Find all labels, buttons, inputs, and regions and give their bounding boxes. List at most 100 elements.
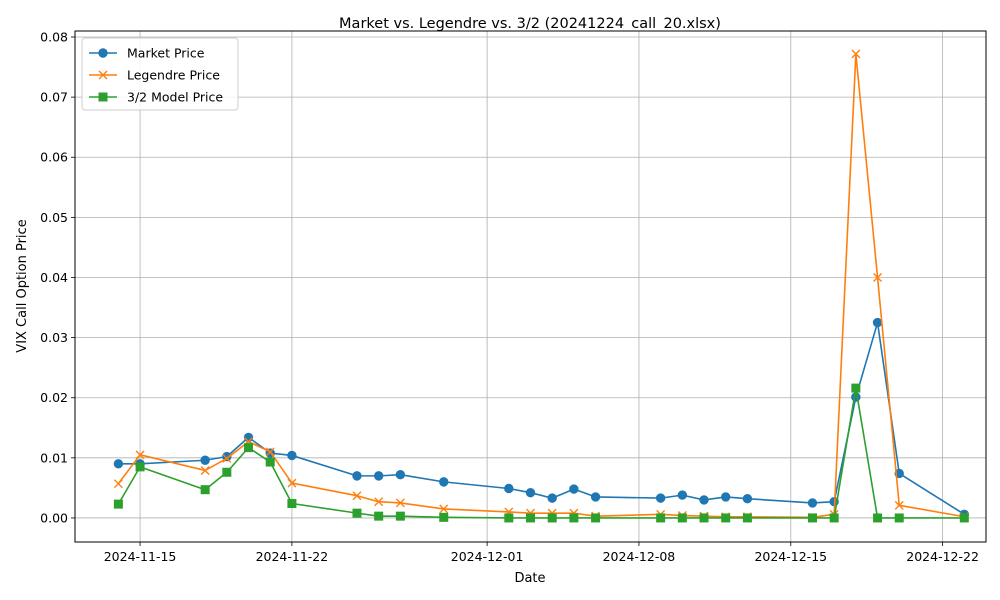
- plot-frame: [74, 30, 987, 543]
- y-tick-label: 0.02: [40, 390, 68, 405]
- x-tick-label: 2024-12-15: [754, 549, 827, 564]
- data-point: [699, 513, 709, 523]
- legend-box: [81, 37, 239, 111]
- x-axis-label: Date: [514, 571, 545, 586]
- data-point: [655, 493, 666, 503]
- x-tick-label: 2024-11-15: [104, 549, 177, 564]
- data-point: [569, 513, 579, 523]
- x-marker-stroke: [98, 70, 108, 80]
- y-tick-label: 0.01: [40, 450, 68, 465]
- data-point: [135, 462, 145, 472]
- series-0: [113, 317, 970, 520]
- legend-entry: Market Price: [89, 46, 205, 61]
- y-axis: 0.00 0.01 0.02 0.03 0.04 0.05 0.06 0.07 0.08: [40, 30, 75, 525]
- data-point: [807, 513, 817, 523]
- data-point: [504, 513, 514, 523]
- series-2: [113, 383, 969, 523]
- x-marker-stroke: [894, 500, 904, 510]
- data-point: [395, 469, 406, 480]
- series-layer: [113, 49, 970, 523]
- data-point: [352, 491, 362, 501]
- x-marker-stroke: [439, 504, 449, 514]
- data-point: [742, 494, 753, 504]
- data-point: [439, 512, 449, 522]
- y-tick-label: 0.06: [40, 150, 68, 165]
- data-point: [265, 447, 275, 457]
- data-point: [721, 513, 731, 523]
- data-point: [244, 443, 254, 453]
- data-point: [894, 500, 904, 510]
- data-point: [113, 459, 124, 469]
- data-point: [721, 492, 731, 502]
- x-marker-stroke: [287, 478, 297, 488]
- data-point: [135, 450, 145, 460]
- legend-swatch-marker: [98, 92, 108, 102]
- y-tick-label: 0.00: [40, 510, 68, 525]
- legend-label: Market Price: [127, 46, 205, 61]
- data-point: [200, 455, 210, 465]
- legend-entry: 3/2 Model Price: [89, 90, 223, 105]
- data-point: [222, 453, 232, 463]
- x-marker-stroke: [851, 49, 861, 59]
- x-axis: 2024-11-15 2024-11-22 2024-12-01 2024-12-08…: [104, 542, 979, 564]
- data-point: [243, 432, 254, 443]
- data-point: [374, 511, 384, 521]
- legend-label: Legendre Price: [127, 68, 220, 83]
- data-point: [872, 317, 883, 328]
- data-point: [656, 513, 666, 523]
- data-point: [265, 457, 275, 467]
- data-point: [352, 508, 362, 518]
- data-point: [807, 498, 818, 508]
- y-tick-label: 0.04: [40, 270, 68, 285]
- data-point: [547, 513, 557, 523]
- x-marker-stroke: [200, 465, 210, 475]
- legend: Market Price Legendre Price 3/2 Model Pric…: [81, 37, 239, 111]
- data-point: [287, 450, 297, 461]
- data-point: [526, 513, 535, 523]
- data-point: [373, 471, 384, 481]
- data-point: [851, 383, 861, 393]
- x-marker-stroke: [135, 450, 145, 460]
- data-point: [547, 493, 557, 503]
- data-point: [677, 490, 688, 500]
- data-point: [113, 479, 123, 489]
- y-tick-label: 0.08: [40, 30, 68, 45]
- x-tick-label: 2024-12-22: [906, 549, 979, 564]
- x-marker-stroke: [374, 497, 384, 507]
- data-point: [894, 513, 904, 523]
- data-point: [873, 272, 883, 282]
- data-point: [200, 485, 210, 495]
- data-point: [222, 467, 232, 477]
- y-tick-label: 0.03: [40, 330, 68, 345]
- y-tick-label: 0.05: [40, 210, 68, 225]
- x-marker-stroke: [352, 491, 362, 501]
- legend-swatch-marker: [98, 70, 108, 80]
- data-point: [677, 513, 687, 523]
- x-marker-stroke: [113, 479, 123, 489]
- x-tick-label: 2024-11-22: [256, 549, 329, 564]
- data-point: [439, 504, 449, 514]
- data-point: [742, 513, 752, 523]
- y-axis-label: VIX Call Option Price: [15, 219, 30, 352]
- x-tick-label: 2024-12-08: [603, 549, 676, 564]
- data-point: [504, 483, 514, 494]
- x-marker-stroke: [873, 272, 883, 282]
- data-point: [374, 497, 384, 507]
- data-point: [851, 392, 861, 402]
- data-point: [439, 477, 449, 487]
- chart-title: Market vs. Legendre vs. 3/2 (20241224_ca…: [339, 16, 721, 32]
- data-point: [591, 513, 601, 523]
- data-point: [851, 49, 861, 59]
- data-point: [959, 513, 969, 523]
- legend-entry: Legendre Price: [89, 68, 220, 83]
- data-point: [113, 499, 123, 509]
- data-point: [569, 484, 579, 494]
- data-point: [395, 511, 405, 521]
- data-point: [287, 499, 297, 509]
- data-point: [590, 492, 601, 502]
- data-point: [395, 498, 405, 508]
- x-marker-stroke: [265, 447, 275, 457]
- legend-swatch-marker: [98, 48, 108, 58]
- data-point: [699, 495, 709, 505]
